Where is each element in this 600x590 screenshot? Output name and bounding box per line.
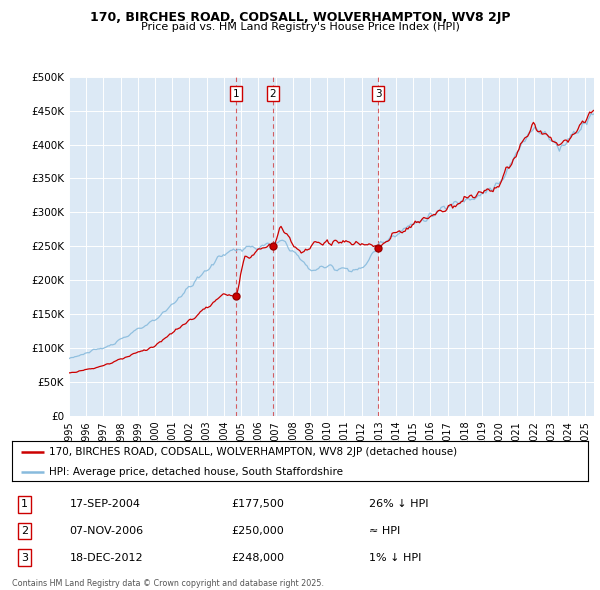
Text: £248,000: £248,000 [231, 553, 284, 562]
Text: 2: 2 [21, 526, 28, 536]
Text: ≈ HPI: ≈ HPI [369, 526, 400, 536]
Text: £177,500: £177,500 [231, 500, 284, 509]
Text: 18-DEC-2012: 18-DEC-2012 [70, 553, 143, 562]
Text: 07-NOV-2006: 07-NOV-2006 [70, 526, 144, 536]
Text: 1% ↓ HPI: 1% ↓ HPI [369, 553, 421, 562]
Text: 3: 3 [375, 88, 382, 99]
Text: Price paid vs. HM Land Registry's House Price Index (HPI): Price paid vs. HM Land Registry's House … [140, 22, 460, 32]
Text: 3: 3 [21, 553, 28, 562]
Text: 1: 1 [233, 88, 239, 99]
Text: 2: 2 [269, 88, 276, 99]
Text: Contains HM Land Registry data © Crown copyright and database right 2025.
This d: Contains HM Land Registry data © Crown c… [12, 579, 324, 590]
Text: 26% ↓ HPI: 26% ↓ HPI [369, 500, 428, 509]
Text: HPI: Average price, detached house, South Staffordshire: HPI: Average price, detached house, Sout… [49, 467, 343, 477]
Text: 1: 1 [21, 500, 28, 509]
Text: 170, BIRCHES ROAD, CODSALL, WOLVERHAMPTON, WV8 2JP: 170, BIRCHES ROAD, CODSALL, WOLVERHAMPTO… [90, 11, 510, 24]
Text: 170, BIRCHES ROAD, CODSALL, WOLVERHAMPTON, WV8 2JP (detached house): 170, BIRCHES ROAD, CODSALL, WOLVERHAMPTO… [49, 447, 458, 457]
Text: £250,000: £250,000 [231, 526, 284, 536]
Text: 17-SEP-2004: 17-SEP-2004 [70, 500, 140, 509]
